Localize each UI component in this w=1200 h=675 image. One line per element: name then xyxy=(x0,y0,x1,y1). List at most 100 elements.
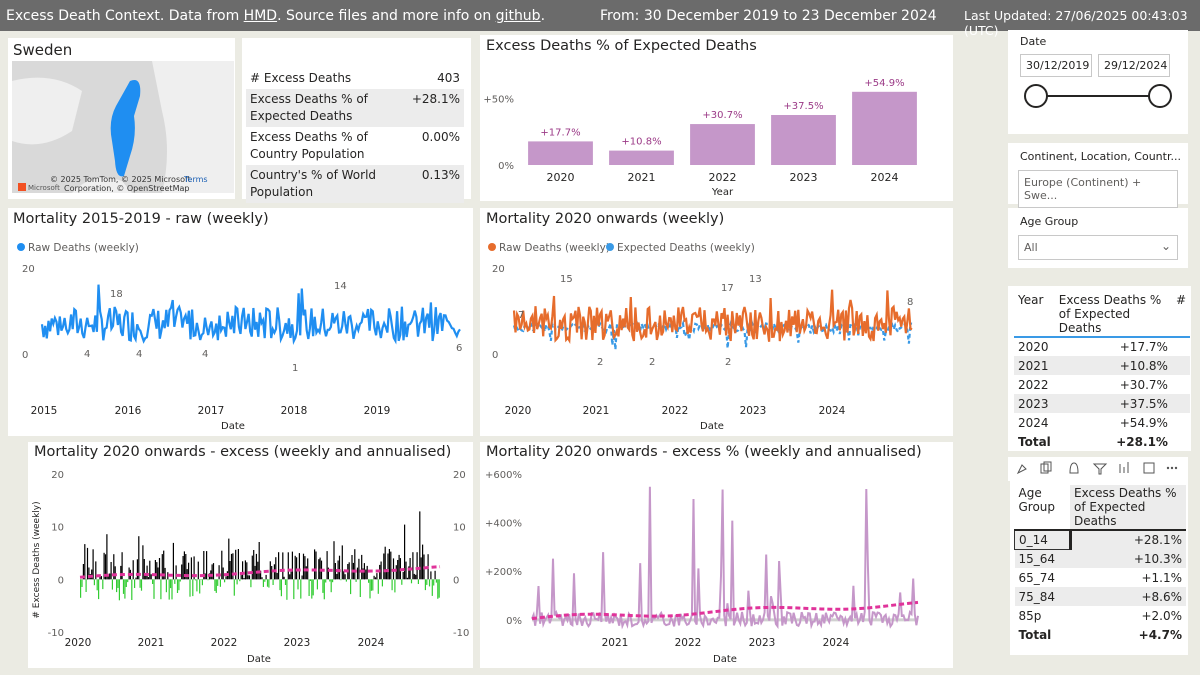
age-table-header[interactable]: Excess Deaths % of Expected Deaths xyxy=(1070,485,1186,531)
map-attribution-2: Corporation, © OpenStreetMap xyxy=(64,184,189,193)
y-tick-label: 20 xyxy=(22,264,35,275)
table-row[interactable]: 75_84 +8.6% xyxy=(1014,587,1186,606)
table-row[interactable]: 2021 +10.8% xyxy=(1014,356,1190,375)
legend-marker xyxy=(606,243,614,251)
y-tick-label: 20 xyxy=(492,264,505,275)
bar-chart: +50% 0% +17.7% 2020 +10.8% 2021 +30.7% 2022 +37.… xyxy=(483,78,917,198)
kpi-label: # Excess Deaths xyxy=(250,71,352,85)
raw-2015-panel: Mortality 2015-2019 - raw (weekly) Raw D… xyxy=(8,208,473,436)
excess-bar xyxy=(431,579,433,596)
github-link[interactable]: github xyxy=(495,8,541,24)
excess-bar xyxy=(404,524,406,580)
pct-cell: +2.0% xyxy=(1141,608,1182,623)
age-table-header[interactable]: Age Group xyxy=(1014,485,1070,531)
table-row[interactable]: 85p +2.0% xyxy=(1015,606,1187,625)
excess-bar xyxy=(293,579,295,600)
kpi-panel: # Excess Deaths 403 Excess Deaths % of Exp… xyxy=(242,38,471,203)
focus-mode-icon[interactable] xyxy=(1143,462,1155,474)
table-row[interactable]: 2022 +30.7% xyxy=(1014,375,1190,394)
slider-start-handle[interactable] xyxy=(1024,84,1048,108)
x-tick-label: 2022 xyxy=(675,637,702,649)
export-icon[interactable] xyxy=(1119,462,1129,473)
bar-chart-title: Excess Deaths % of Expected Deaths xyxy=(486,38,757,54)
excess-bar xyxy=(168,579,170,600)
y-tick-label: 20 xyxy=(51,470,64,481)
excess-bar xyxy=(298,553,300,580)
excess-bar xyxy=(354,549,356,580)
age-group-slicer: Age Group All ⌄ xyxy=(1008,208,1188,268)
slider-end-handle[interactable] xyxy=(1148,84,1172,108)
excess-bar xyxy=(309,579,311,581)
age-cell: 15_64 xyxy=(1014,549,1070,568)
bar xyxy=(609,150,674,165)
excess-bar xyxy=(355,579,357,582)
excess-bar xyxy=(127,579,129,583)
y-tick-label: +400% xyxy=(485,519,522,530)
more-options-icon[interactable] xyxy=(1166,466,1178,470)
excess-bar xyxy=(302,553,305,580)
kpi-label: Excess Deaths % of Country Population xyxy=(250,130,368,161)
excess-bar xyxy=(271,566,273,580)
excess-bar xyxy=(345,579,347,582)
excess-bar xyxy=(381,579,383,587)
country-map[interactable]: © 2025 TomTom, © 2025 Microsoft Corporat… xyxy=(12,61,234,193)
pct-cell: +8.6% xyxy=(1070,587,1186,606)
date-start-input[interactable]: 30/12/2019 xyxy=(1020,54,1092,77)
excess-bar xyxy=(161,554,163,580)
copy-icon[interactable] xyxy=(1040,461,1052,474)
date-range-slider[interactable] xyxy=(1008,82,1188,122)
sweden-shape xyxy=(110,80,141,177)
date-end-input[interactable]: 29/12/2024 xyxy=(1098,54,1170,77)
year-table-header[interactable]: Excess Deaths % of Expected Deaths xyxy=(1054,292,1172,338)
year-table-header[interactable]: Year xyxy=(1014,292,1055,338)
y-tick-label: 0% xyxy=(506,616,522,627)
excess-bar xyxy=(351,555,353,580)
excess-bar xyxy=(82,564,84,580)
excess-bar xyxy=(167,572,169,580)
excess-bar xyxy=(304,556,306,580)
table-row[interactable]: 15_64 +10.3% xyxy=(1014,549,1186,568)
annotation-label: 13 xyxy=(749,274,762,285)
excess-bar xyxy=(253,550,255,580)
filter-icon[interactable] xyxy=(1092,463,1108,475)
age-dropdown[interactable]: All ⌄ xyxy=(1018,235,1178,260)
excess-bar xyxy=(179,579,181,582)
map-terms-link[interactable]: Terms xyxy=(183,175,208,184)
x-tick-label: 2020 xyxy=(547,171,575,184)
hmd-link[interactable]: HMD xyxy=(243,8,278,24)
pin-icon[interactable] xyxy=(1016,464,1027,475)
kpi-value: 0.13% xyxy=(421,168,460,182)
excess-bar xyxy=(188,562,190,580)
location-dropdown[interactable]: Europe (Continent) + Swe... xyxy=(1018,170,1178,208)
table-row[interactable]: 0_14 +28.1% xyxy=(1014,529,1186,550)
kpi-row: Excess Deaths % of Country Population 0.0… xyxy=(246,127,464,165)
excess-bar xyxy=(110,562,112,580)
excess-bar xyxy=(153,579,155,599)
annotation-label: 2 xyxy=(597,357,603,368)
x-tick-label: 2021 xyxy=(628,171,656,184)
data-label: +37.5% xyxy=(783,101,823,112)
age-cell: 75_84 xyxy=(1014,587,1070,606)
table-row[interactable]: 2020 +17.7% xyxy=(1014,337,1190,356)
microsoft-logo: Microsoft xyxy=(28,184,60,192)
excess-bar xyxy=(81,579,83,587)
pct-cell: +1.1% xyxy=(1141,570,1182,585)
pct-cell: +10.3% xyxy=(1070,549,1186,568)
year-table-header[interactable]: # xyxy=(1171,292,1190,338)
excess-bar xyxy=(268,579,270,588)
table-row[interactable]: 2024 +54.9% xyxy=(1014,413,1190,432)
x-tick-label: 2023 xyxy=(790,171,818,184)
table-row[interactable]: 2023 +37.5% xyxy=(1014,394,1190,413)
excess-bar xyxy=(374,577,377,580)
excess-bar xyxy=(286,579,288,600)
total-label: Total xyxy=(1018,434,1051,449)
excess-bar xyxy=(107,575,109,580)
excess-bar xyxy=(434,570,436,580)
table-row[interactable]: 65_74 +1.1% xyxy=(1015,568,1187,587)
excess-bar xyxy=(361,554,363,580)
excess-bar xyxy=(250,579,252,588)
bell-icon[interactable] xyxy=(1069,462,1079,474)
excess-bar xyxy=(190,557,192,580)
excess-bar xyxy=(251,555,253,580)
last-updated-text: Last Updated: 27/06/2025 00:43:03 (UTC) xyxy=(964,8,1188,38)
